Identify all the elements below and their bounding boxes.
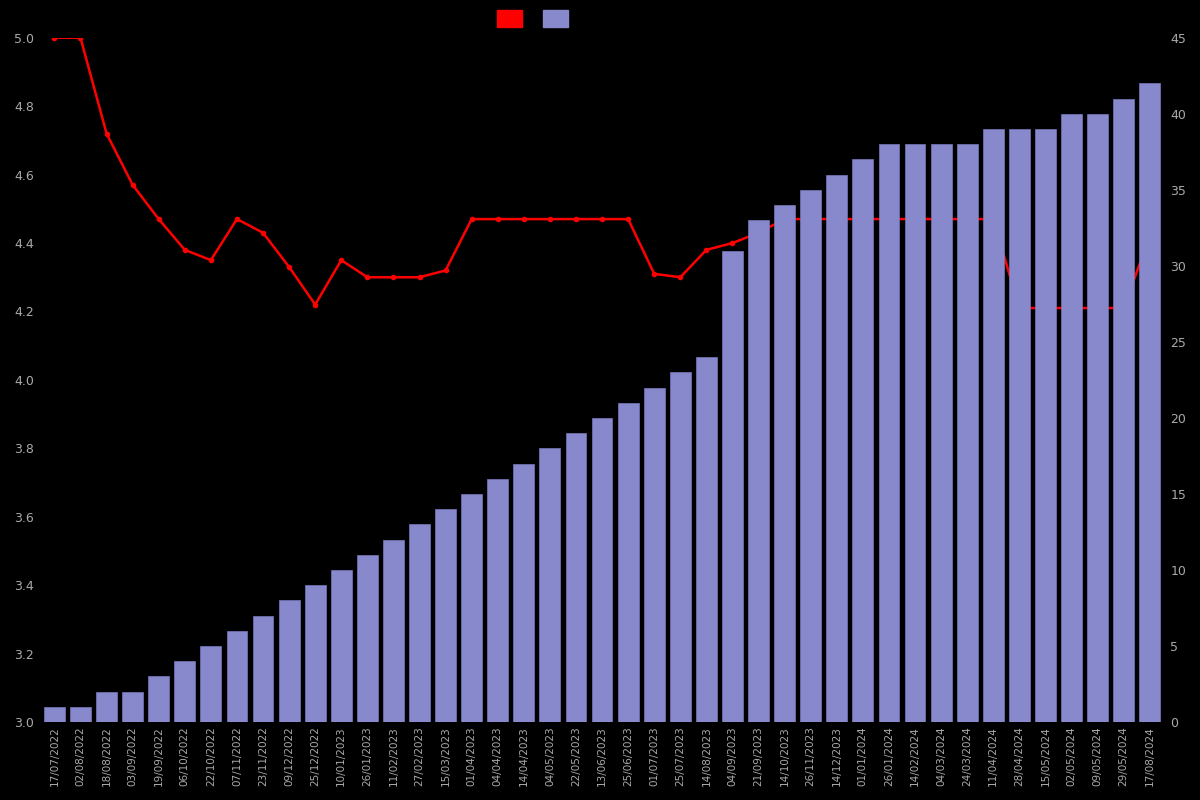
- Bar: [696, 357, 716, 722]
- Bar: [383, 539, 404, 722]
- Bar: [592, 418, 612, 722]
- Bar: [852, 159, 874, 722]
- Bar: [643, 387, 665, 722]
- Bar: [1009, 129, 1030, 722]
- Bar: [1034, 129, 1056, 722]
- Bar: [461, 494, 482, 722]
- Bar: [1061, 114, 1082, 722]
- Bar: [565, 433, 587, 722]
- Bar: [409, 524, 430, 722]
- Bar: [878, 144, 899, 722]
- Bar: [931, 144, 952, 722]
- Bar: [487, 478, 508, 722]
- Bar: [827, 174, 847, 722]
- Bar: [331, 570, 352, 722]
- Bar: [253, 616, 274, 722]
- Bar: [905, 144, 925, 722]
- Bar: [774, 205, 796, 722]
- Bar: [227, 631, 247, 722]
- Bar: [722, 250, 743, 722]
- Bar: [44, 707, 65, 722]
- Bar: [1139, 83, 1160, 722]
- Legend: , : ,: [497, 10, 572, 26]
- Bar: [278, 601, 300, 722]
- Bar: [540, 448, 560, 722]
- Bar: [1087, 114, 1108, 722]
- Bar: [748, 220, 769, 722]
- Bar: [174, 662, 196, 722]
- Bar: [800, 190, 821, 722]
- Bar: [618, 402, 638, 722]
- Bar: [200, 646, 221, 722]
- Bar: [514, 463, 534, 722]
- Bar: [356, 554, 378, 722]
- Bar: [305, 586, 325, 722]
- Bar: [96, 692, 116, 722]
- Bar: [983, 129, 1003, 722]
- Bar: [70, 707, 91, 722]
- Bar: [1114, 98, 1134, 722]
- Bar: [670, 372, 691, 722]
- Bar: [149, 677, 169, 722]
- Bar: [436, 509, 456, 722]
- Bar: [956, 144, 978, 722]
- Bar: [122, 692, 143, 722]
